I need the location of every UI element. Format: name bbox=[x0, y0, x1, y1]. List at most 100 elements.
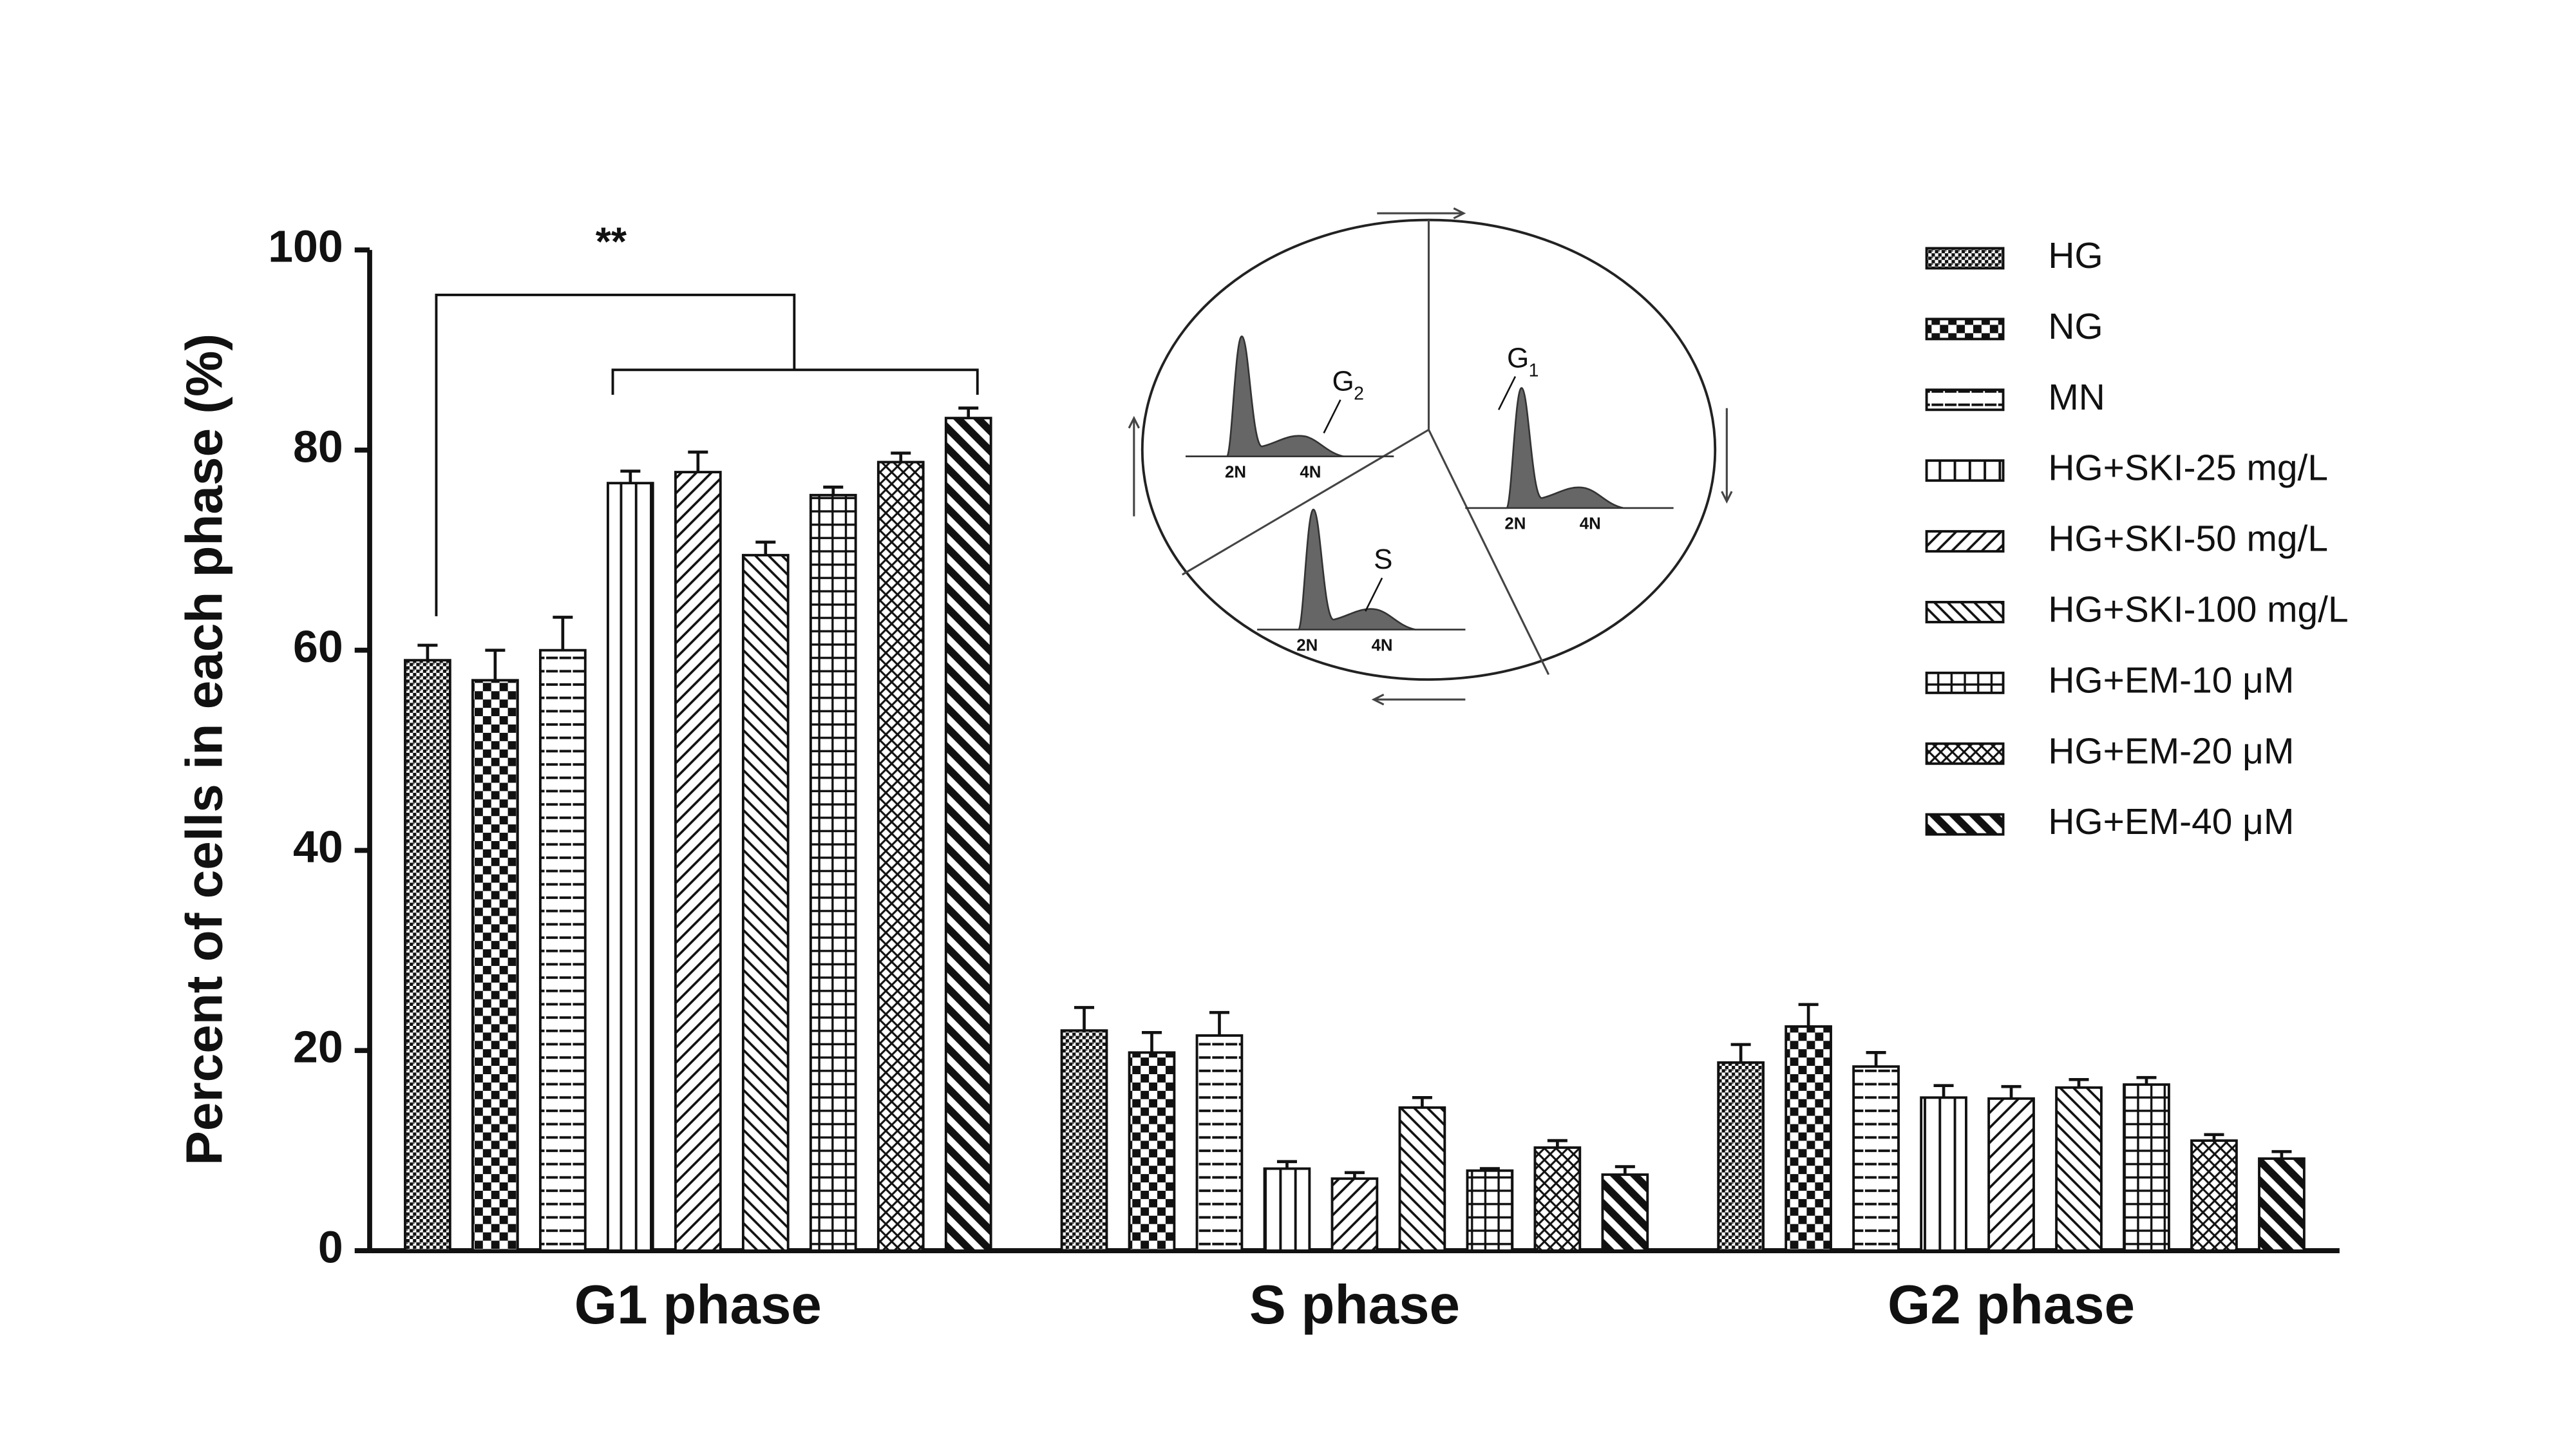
error-bar bbox=[1412, 1095, 1432, 1108]
error-bar bbox=[823, 486, 844, 495]
bar bbox=[741, 554, 790, 1253]
dna-label: 2N bbox=[1504, 515, 1526, 533]
error-bar bbox=[2204, 1133, 2224, 1141]
bar bbox=[606, 482, 654, 1253]
bar bbox=[1128, 1051, 1176, 1253]
bar bbox=[1195, 1034, 1244, 1253]
bar bbox=[1533, 1146, 1582, 1253]
cell-cycle-inset: 2N 4NG 22N 4NG 12N 4NS bbox=[1128, 207, 1733, 706]
bar bbox=[404, 659, 451, 1253]
y-tick-label: 60 bbox=[293, 621, 343, 672]
x-tick-label: G1 phase bbox=[574, 1274, 822, 1336]
y-tick-label: 0 bbox=[318, 1222, 343, 1273]
bar bbox=[1263, 1167, 1311, 1253]
y-tick-label: 80 bbox=[293, 421, 343, 471]
legend-label: HG+SKI-100 mg/L bbox=[2048, 589, 2348, 630]
legend-swatch bbox=[1925, 813, 2005, 836]
bar bbox=[1852, 1065, 1900, 1253]
legend-swatch bbox=[1925, 459, 2005, 482]
bar bbox=[1717, 1061, 1765, 1253]
legend-label: HG+SKI-50 mg/L bbox=[2048, 519, 2328, 560]
dna-label: 4N bbox=[1580, 515, 1601, 533]
significance: ** bbox=[596, 220, 627, 265]
error-bar bbox=[553, 616, 573, 650]
error-bar bbox=[1276, 1160, 1297, 1169]
error-bar bbox=[755, 540, 776, 556]
error-bar bbox=[620, 469, 641, 484]
bar bbox=[1987, 1097, 2035, 1253]
error-bar bbox=[2271, 1150, 2292, 1159]
error-bar bbox=[1141, 1030, 1162, 1053]
legend-swatch bbox=[1925, 247, 2005, 270]
legend-swatch bbox=[1925, 388, 2005, 412]
bar bbox=[1398, 1106, 1446, 1253]
legend-swatch bbox=[1925, 317, 2005, 341]
legend-label: HG+EM-20 μM bbox=[2048, 731, 2294, 772]
phase-label: G bbox=[1332, 366, 1354, 397]
bar bbox=[471, 679, 519, 1253]
histogram bbox=[1465, 387, 1674, 509]
error-bar bbox=[2001, 1084, 2022, 1099]
error-bar bbox=[688, 450, 708, 473]
legend-label: HG+EM-40 μM bbox=[2048, 802, 2294, 842]
bar bbox=[944, 417, 992, 1253]
histogram bbox=[1185, 336, 1394, 458]
y-tick-label: 40 bbox=[293, 822, 343, 872]
bar bbox=[674, 471, 722, 1253]
legend-label: HG+SKI-25 mg/L bbox=[2048, 448, 2328, 489]
error-bar bbox=[485, 649, 506, 681]
error-bar bbox=[1615, 1165, 1635, 1175]
bar bbox=[1920, 1096, 1967, 1253]
legend-label: HG bbox=[2048, 236, 2103, 276]
phase-label: G bbox=[1507, 342, 1529, 374]
y-axis-title: Percent of cells in each phase (%) bbox=[175, 334, 232, 1166]
phase-pointer bbox=[1323, 399, 1341, 434]
legend-swatch bbox=[1925, 530, 2005, 553]
legend-label: MN bbox=[2048, 377, 2105, 418]
error-bar bbox=[1479, 1167, 1500, 1171]
histogram bbox=[1257, 509, 1466, 630]
error-bar bbox=[1209, 1010, 1229, 1036]
phase-pointer bbox=[1497, 376, 1517, 410]
bar bbox=[809, 493, 857, 1253]
y-tick-label: 100 bbox=[268, 222, 343, 272]
error-bar bbox=[1074, 1006, 1095, 1031]
bar bbox=[2190, 1139, 2238, 1253]
legend-swatch bbox=[1925, 742, 2005, 765]
legend-label: NG bbox=[2048, 307, 2103, 347]
y-tick-label: 20 bbox=[293, 1022, 343, 1072]
phase-label: S bbox=[1374, 544, 1392, 575]
bar bbox=[1466, 1169, 1514, 1253]
phase-subscript: 1 bbox=[1529, 360, 1539, 381]
significance-brackets bbox=[435, 293, 979, 616]
error-bar bbox=[2136, 1075, 2157, 1085]
bar bbox=[1601, 1173, 1649, 1253]
bar bbox=[876, 460, 925, 1253]
error-bar bbox=[1798, 1003, 1819, 1027]
bar bbox=[1060, 1029, 1108, 1253]
bar bbox=[2055, 1086, 2103, 1253]
dna-label: 4N bbox=[1372, 636, 1393, 654]
error-bar bbox=[417, 643, 438, 661]
phase-pointer bbox=[1365, 577, 1383, 612]
dna-label: 4N bbox=[1300, 463, 1321, 481]
error-bar bbox=[891, 451, 911, 462]
error-bar bbox=[958, 406, 979, 419]
phase-subscript: 2 bbox=[1354, 384, 1364, 404]
error-bar bbox=[1344, 1171, 1365, 1179]
error-bar bbox=[1866, 1051, 1886, 1067]
bar bbox=[1331, 1177, 1379, 1253]
error-bar bbox=[1730, 1043, 1751, 1063]
legend-swatch bbox=[1925, 601, 2005, 623]
error-bar bbox=[1547, 1139, 1567, 1148]
legend-label: HG+EM-10 μM bbox=[2048, 660, 2294, 701]
x-tick-label: G2 phase bbox=[1888, 1274, 2135, 1336]
legend-swatch bbox=[1925, 671, 2005, 694]
dna-label: 2N bbox=[1225, 463, 1246, 481]
error-bar bbox=[2069, 1078, 2089, 1088]
x-tick-label: S phase bbox=[1249, 1274, 1460, 1336]
dna-label: 2N bbox=[1296, 636, 1318, 654]
bar bbox=[1785, 1025, 1832, 1253]
bar bbox=[2123, 1083, 2170, 1253]
